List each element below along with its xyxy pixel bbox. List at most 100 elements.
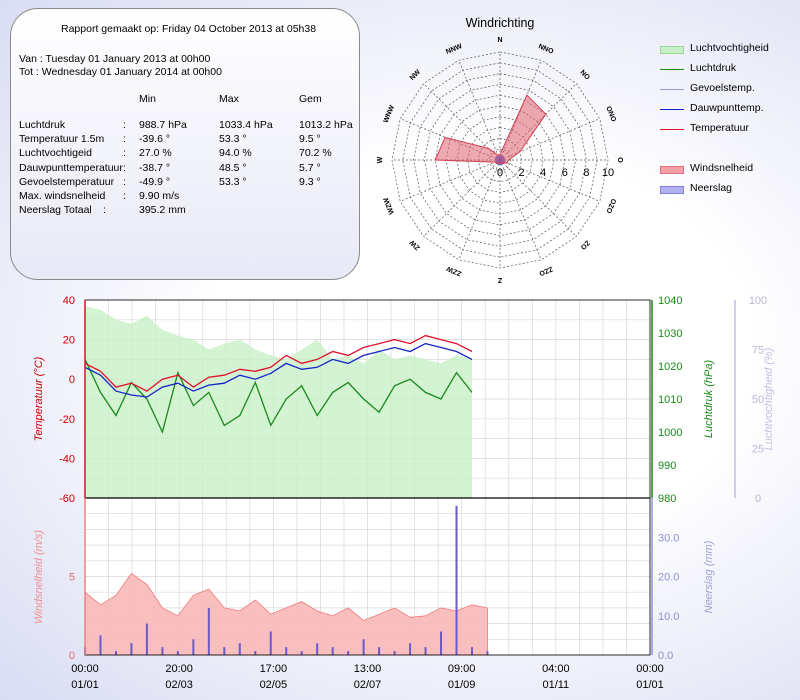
temp-tick-label: -60 xyxy=(59,493,75,505)
rain-tick-label: 20.0 xyxy=(658,572,679,584)
wind-speed-area xyxy=(84,572,488,656)
rain-bar xyxy=(393,651,396,655)
report-to: Tot : Wednesday 01 January 2014 at 00h00 xyxy=(19,66,222,78)
x-tick-date: 02/03 xyxy=(165,679,193,691)
x-tick-date: 01/01 xyxy=(71,679,99,691)
col-min-header: Min xyxy=(139,93,156,105)
rain-tick-label: 10.0 xyxy=(658,611,679,623)
wind-axis-label: Windsnelheid (m/s) xyxy=(33,530,45,624)
rain-bar xyxy=(223,647,226,655)
stats-label: Luchtdruk xyxy=(19,119,66,131)
temp-tick-label: -20 xyxy=(59,414,75,426)
pressure-axis-label: Luchtdruk (hPa) xyxy=(703,360,715,439)
pressure-tick-label: 1040 xyxy=(658,295,682,307)
rain-bar xyxy=(470,647,473,655)
rain-bar xyxy=(455,505,458,655)
rain-bar xyxy=(176,651,179,655)
col-max-header: Max xyxy=(219,93,239,105)
temp-tick-label: 20 xyxy=(63,335,75,347)
x-tick-date: 01/09 xyxy=(448,679,476,691)
report-panel: Rapport gemaakt op: Friday 04 October 20… xyxy=(10,8,360,280)
stats-max: 48.5 ° xyxy=(219,161,247,174)
stats-label: Gevoelstemperatuur xyxy=(19,175,115,188)
rain-bar xyxy=(99,635,102,655)
rain-bar xyxy=(316,643,319,655)
rain-bar xyxy=(347,651,350,655)
humidity-tick-label: 100 xyxy=(749,295,767,307)
humidity-area xyxy=(85,305,472,498)
rain-bar xyxy=(362,639,365,655)
rain-total-label: Neerslag Totaal xyxy=(19,204,92,216)
rain-bar xyxy=(440,631,443,655)
rain-bar xyxy=(207,607,210,655)
pressure-tick-label: 1010 xyxy=(658,394,682,406)
wind-tick-label: 5 xyxy=(69,572,75,584)
rain-axis-label: Neerslag (mm) xyxy=(703,540,715,613)
x-tick-time: 20:00 xyxy=(165,663,193,675)
x-tick-date: 01/11 xyxy=(542,679,569,691)
rain-total-value: 395.2 mm xyxy=(139,204,186,216)
temperature-line xyxy=(84,334,473,392)
x-tick-date: 01/01 xyxy=(636,679,664,691)
rain-bar xyxy=(486,651,489,655)
x-tick-time: 00:00 xyxy=(71,663,99,675)
stats-gem: 5.7 ° xyxy=(299,161,321,174)
pressure-line xyxy=(84,359,473,434)
x-tick-time: 13:00 xyxy=(354,663,382,675)
stats-sep: : xyxy=(123,161,126,174)
stats-sep: : xyxy=(123,147,126,160)
stats-max: 1033.4 hPa xyxy=(219,119,273,131)
x-tick-date: 02/05 xyxy=(260,679,288,691)
pressure-tick-label: 1020 xyxy=(658,361,682,373)
stats-label: Luchtvochtigeid xyxy=(19,147,92,160)
rain-bar xyxy=(409,643,412,655)
stats-gem: 9.5 ° xyxy=(299,133,321,146)
humidity-tick-label: 0 xyxy=(755,493,761,505)
humidity-axis-label: Luchtvochtigheid (%) xyxy=(763,347,775,450)
stats-sep: : xyxy=(123,133,126,146)
x-tick-time: 17:00 xyxy=(260,663,288,675)
x-tick-date: 02/07 xyxy=(354,679,382,691)
rain-tick-label: 0.0 xyxy=(658,650,673,662)
rain-bar xyxy=(145,623,148,655)
temp-tick-label: 40 xyxy=(63,295,75,307)
stats-max: 94.0 % xyxy=(219,147,252,160)
rain-bar xyxy=(114,651,117,655)
rain-bar xyxy=(238,643,241,655)
pressure-tick-label: 1030 xyxy=(658,328,682,340)
humidity-tick-label: 75 xyxy=(752,345,764,357)
humidity-tick-label: 50 xyxy=(752,394,764,406)
stats-min: 27.0 % xyxy=(139,147,172,160)
stats-gem: 9.3 ° xyxy=(299,175,321,188)
stats-sep: : xyxy=(123,119,126,131)
stats-max: 53.3 ° xyxy=(219,175,247,188)
rain-bar xyxy=(130,643,133,655)
stats-label: Dauwpunttemperatuur xyxy=(19,161,123,174)
col-gem-header: Gem xyxy=(299,93,322,105)
temp-axis-label: Temperatuur (°C) xyxy=(33,356,45,441)
stats-max: 53.3 ° xyxy=(219,133,247,146)
rain-bar xyxy=(300,651,303,655)
stats-gem: 70.2 % xyxy=(299,147,332,160)
rain-bar xyxy=(192,639,195,655)
max-wind-label: Max. windsnelheid xyxy=(19,190,106,202)
temp-tick-label: 0 xyxy=(69,374,75,386)
report-title: Rapport gemaakt op: Friday 04 October 20… xyxy=(61,23,317,35)
humidity-tick-label: 25 xyxy=(752,444,764,456)
stats-gem: 1013.2 hPa xyxy=(299,119,353,131)
pressure-tick-label: 990 xyxy=(658,460,676,472)
x-tick-time: 00:00 xyxy=(636,663,664,675)
rain-bar xyxy=(161,647,164,655)
stats-sep: : xyxy=(123,175,126,188)
max-wind-sep: : xyxy=(123,190,126,202)
stats-min: -38.7 ° xyxy=(139,161,171,174)
wind-tick-label: 0 xyxy=(69,650,75,662)
report-from: Van : Tuesday 01 January 2013 at 00h00 xyxy=(19,53,211,65)
rain-tick-label: 30.0 xyxy=(658,532,679,544)
wind-rose-title: Windrichting xyxy=(465,16,535,30)
pressure-tick-label: 980 xyxy=(658,493,676,505)
rain-bar xyxy=(378,647,381,655)
rain-bar xyxy=(269,631,272,655)
stats-min: -39.6 ° xyxy=(139,133,171,146)
